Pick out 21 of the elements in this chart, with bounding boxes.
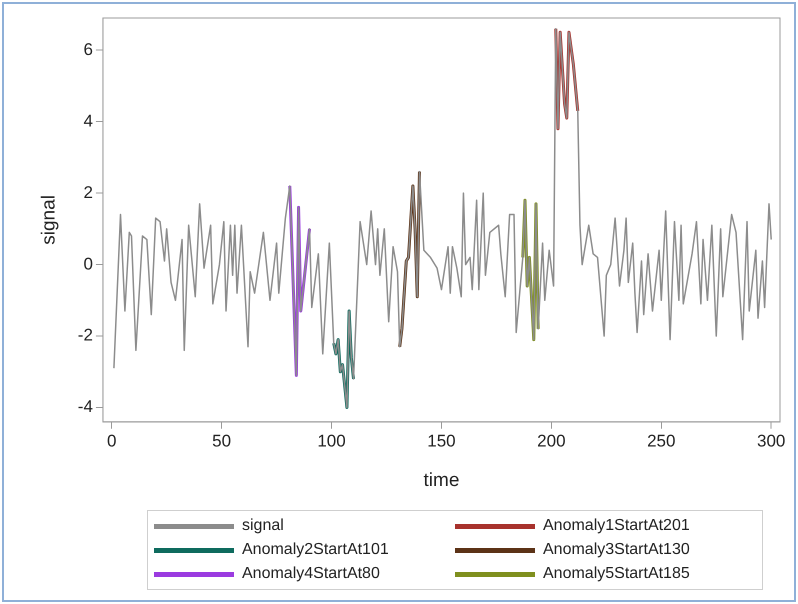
y-tick-label: 6: [83, 40, 93, 59]
x-tick-label: 0: [106, 432, 116, 451]
y-axis-title: signal: [38, 195, 60, 245]
y-tick-label: -4: [78, 397, 93, 416]
legend-label: Anomaly5StartAt185: [543, 565, 690, 583]
y-tick-label: 2: [83, 182, 93, 202]
legend-label: Anomaly3StartAt130: [543, 541, 690, 559]
x-tick-label: 50: [212, 432, 232, 451]
x-tick-label: 300: [757, 432, 786, 451]
legend-label: Anomaly4StartAt80: [242, 565, 380, 583]
legend-label: Anomaly1StartAt201: [543, 517, 690, 535]
y-tick-label: 4: [83, 111, 93, 130]
y-tick-label: -2: [78, 326, 93, 345]
x-axis-title: time: [424, 470, 460, 491]
legend-label: Anomaly2StartAt101: [242, 541, 389, 559]
x-tick-label: 150: [427, 432, 456, 451]
legend-label: signal: [242, 517, 284, 535]
x-tick-label: 250: [647, 432, 676, 451]
y-tick-label: 0: [83, 254, 93, 274]
x-tick-label: 100: [317, 432, 346, 451]
x-tick-label: 200: [537, 432, 566, 451]
